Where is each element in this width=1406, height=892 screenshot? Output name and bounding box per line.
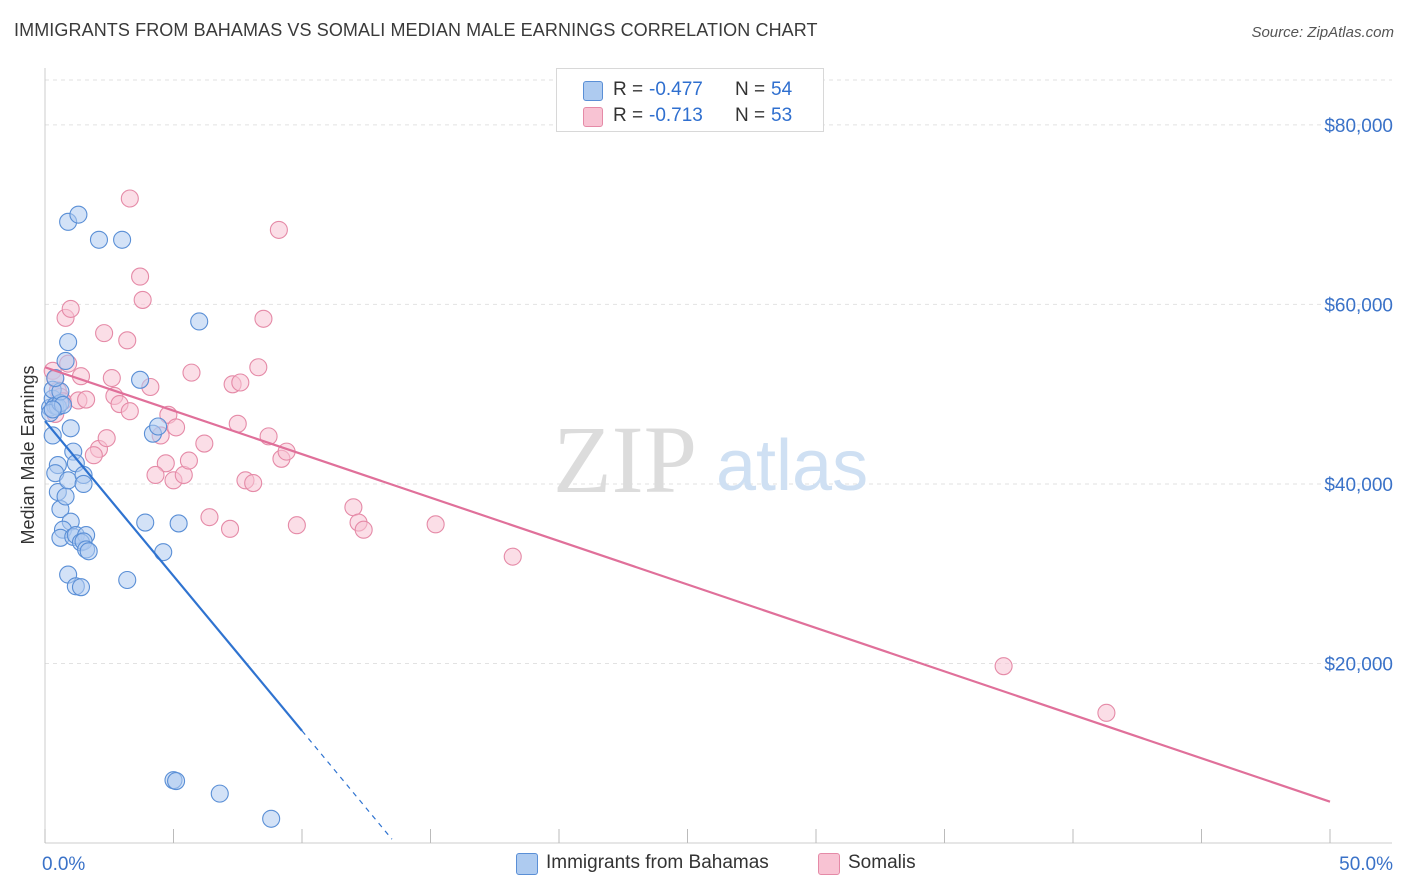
data-point (262, 809, 281, 828)
axes (44, 68, 1392, 844)
legend-r-value: -0.713 (649, 105, 703, 126)
y-tick-labels: $20,000 $40,000 $60,000 $80,000 (1324, 116, 1393, 676)
data-point (56, 351, 75, 371)
data-point (146, 465, 165, 485)
x-tick-label-min: 0.0% (42, 854, 85, 875)
data-point (287, 516, 306, 535)
series-bahamas (41, 205, 281, 828)
grid-lines (45, 79, 1392, 664)
bottom-legend-swatch-blue (516, 853, 538, 875)
y-axis-label: Median Male Earnings (18, 365, 38, 544)
data-point (136, 513, 155, 532)
data-point (149, 417, 168, 436)
data-point (79, 542, 98, 561)
legend-swatch-pink (583, 107, 603, 127)
legend-n-value: 53 (771, 105, 793, 126)
data-point (169, 514, 188, 533)
data-point (190, 312, 209, 331)
data-point (167, 418, 186, 437)
watermark-atlas: atlas (716, 426, 868, 506)
data-point (71, 578, 91, 597)
data-point (131, 267, 150, 286)
y-tick-label: $40,000 (1324, 475, 1393, 496)
x-tick-label-max: 50.0% (1339, 854, 1393, 875)
data-point (426, 515, 445, 534)
trend-line-somalis (44, 366, 1331, 803)
bottom-legend-label: Somalis (848, 852, 916, 873)
data-point (120, 189, 139, 208)
data-point (95, 324, 114, 343)
legend-n-label: N = (735, 79, 766, 100)
data-point (77, 390, 96, 409)
data-point (210, 784, 229, 803)
data-point (156, 454, 175, 473)
data-point (43, 400, 62, 419)
data-point (43, 426, 62, 445)
legend-r-label: R = (613, 105, 644, 126)
bottom-legend-swatch-pink (818, 853, 840, 875)
legend-swatch-blue (583, 81, 603, 101)
data-point (269, 220, 288, 239)
y-tick-label: $20,000 (1324, 654, 1393, 675)
data-point (102, 368, 121, 388)
data-point (89, 230, 109, 249)
trend-line-extension (301, 730, 393, 840)
legend-n-label: N = (735, 105, 766, 126)
data-point (220, 519, 240, 538)
data-point (56, 487, 75, 506)
data-point (131, 370, 150, 389)
data-point (254, 309, 273, 328)
chart-title: IMMIGRANTS FROM BAHAMAS VS SOMALI MEDIAN… (14, 20, 818, 40)
data-point (994, 657, 1013, 676)
data-point (244, 473, 263, 493)
data-point (118, 331, 137, 350)
y-tick-label: $60,000 (1324, 295, 1393, 316)
data-point (59, 333, 78, 352)
data-point (61, 419, 80, 438)
legend-row-bahamas: R = -0.477 N = 54 (557, 77, 823, 103)
data-point (344, 498, 363, 517)
trend-lines (44, 366, 1331, 840)
data-point (182, 363, 201, 382)
data-point (84, 446, 103, 465)
data-point (113, 230, 132, 249)
data-point (249, 358, 268, 377)
data-point (61, 299, 80, 318)
x-tick-labels: 0.0% 50.0% (42, 854, 1393, 875)
watermark-zip: ZIP (553, 406, 697, 513)
data-point (59, 471, 78, 490)
source-credit: Source: ZipAtlas.com (1251, 24, 1394, 41)
data-point (167, 772, 186, 791)
data-point (1097, 703, 1116, 722)
legend-n-value: 54 (771, 79, 793, 100)
data-point (118, 570, 137, 590)
data-point (46, 368, 65, 388)
data-point (133, 290, 152, 309)
data-point (231, 373, 250, 392)
data-point (74, 474, 93, 493)
data-point (200, 508, 219, 527)
data-point (97, 429, 116, 448)
data-point (120, 402, 139, 421)
data-point (354, 520, 373, 539)
bottom-legend-label: Immigrants from Bahamas (546, 852, 769, 873)
watermark: ZIP atlas (553, 406, 868, 513)
legend-r-label: R = (613, 79, 644, 100)
correlation-legend: R = -0.477 N = 54 R = -0.713 N = 53 (556, 68, 824, 132)
y-tick-label: $80,000 (1324, 116, 1393, 137)
data-point (179, 451, 198, 470)
data-point (69, 205, 88, 224)
trend-line-bahamas (44, 420, 303, 732)
data-point (503, 547, 522, 566)
legend-row-somalis: R = -0.713 N = 53 (557, 103, 823, 129)
data-point (195, 434, 214, 453)
legend-r-value: -0.477 (649, 79, 703, 100)
